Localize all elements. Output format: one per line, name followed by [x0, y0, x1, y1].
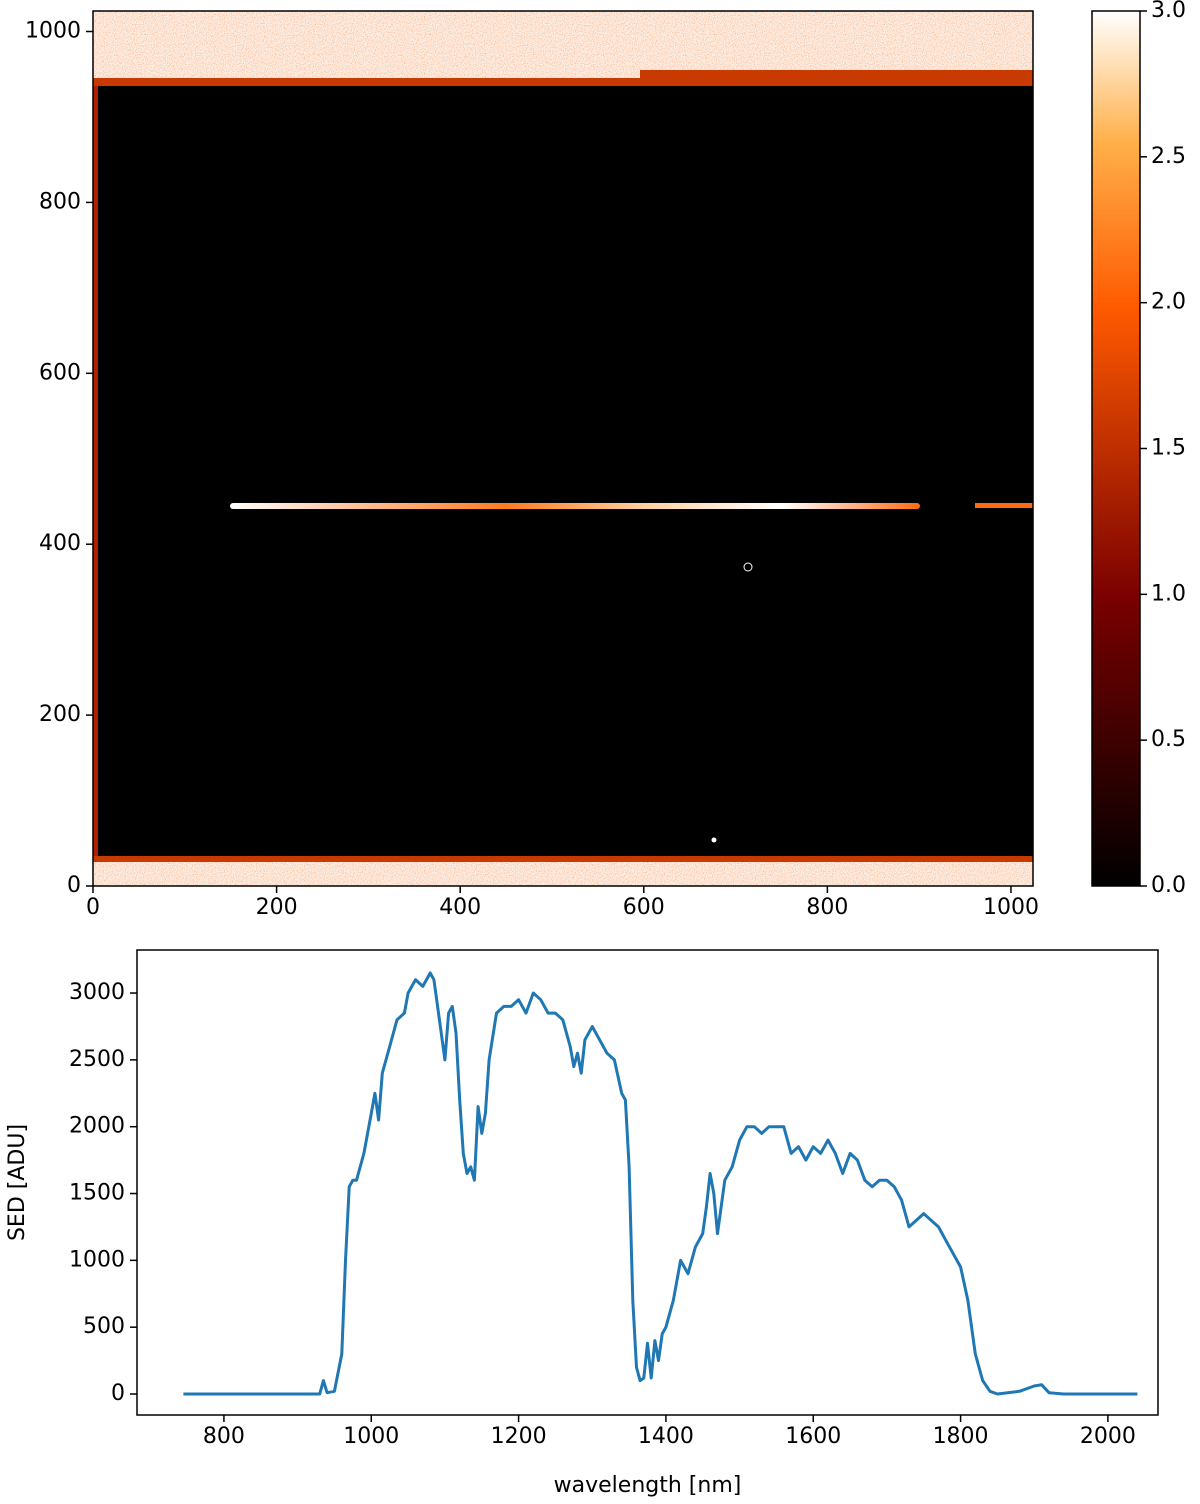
y-tick-label: 1000 [25, 19, 81, 44]
colorbar-tick-label: 1.5 [1151, 436, 1186, 461]
y-axis-label: SED [ADU] [5, 1124, 30, 1241]
colorbar-tick-label: 0.0 [1151, 873, 1186, 898]
x-tick-label: 1000 [983, 895, 1039, 920]
y-tick-label: 2500 [69, 1047, 125, 1072]
x-tick-label: 1800 [933, 1424, 989, 1449]
x-tick-label: 2000 [1080, 1424, 1136, 1449]
colorbar-tick-label: 2.5 [1151, 144, 1186, 169]
y-tick-label: 1000 [69, 1247, 125, 1272]
detector-image [93, 11, 1033, 886]
colorbar [1091, 10, 1141, 887]
y-tick-label: 200 [39, 702, 81, 727]
x-tick-label: 200 [256, 895, 298, 920]
y-tick-label: 400 [39, 531, 81, 556]
y-tick-label: 600 [39, 360, 81, 385]
y-tick-label: 800 [39, 189, 81, 214]
y-tick-label: 3000 [69, 980, 125, 1005]
colorbar-tick-label: 1.0 [1151, 581, 1186, 606]
y-tick-label: 0 [67, 873, 81, 898]
x-tick-label: 1200 [491, 1424, 547, 1449]
x-tick-label: 800 [203, 1424, 245, 1449]
y-tick-label: 0 [111, 1381, 125, 1406]
colorbar-tick-label: 2.0 [1151, 290, 1186, 315]
x-tick-label: 800 [806, 895, 848, 920]
x-axis-label: wavelength [nm] [554, 1473, 742, 1498]
colorbar-tick-label: 3.0 [1151, 0, 1186, 23]
x-tick-label: 600 [623, 895, 665, 920]
colorbar-tick-label: 0.5 [1151, 727, 1186, 752]
x-tick-label: 1600 [785, 1424, 841, 1449]
line-series [183, 971, 1138, 1396]
y-tick-label: 500 [83, 1314, 125, 1339]
axes-frame [136, 949, 1159, 1416]
x-tick-label: 1400 [638, 1424, 694, 1449]
y-tick-label: 1500 [69, 1181, 125, 1206]
x-tick-label: 0 [86, 895, 100, 920]
axes-frame [92, 10, 1034, 887]
x-tick-label: 1000 [343, 1424, 399, 1449]
x-tick-label: 400 [439, 895, 481, 920]
y-tick-label: 2000 [69, 1114, 125, 1139]
